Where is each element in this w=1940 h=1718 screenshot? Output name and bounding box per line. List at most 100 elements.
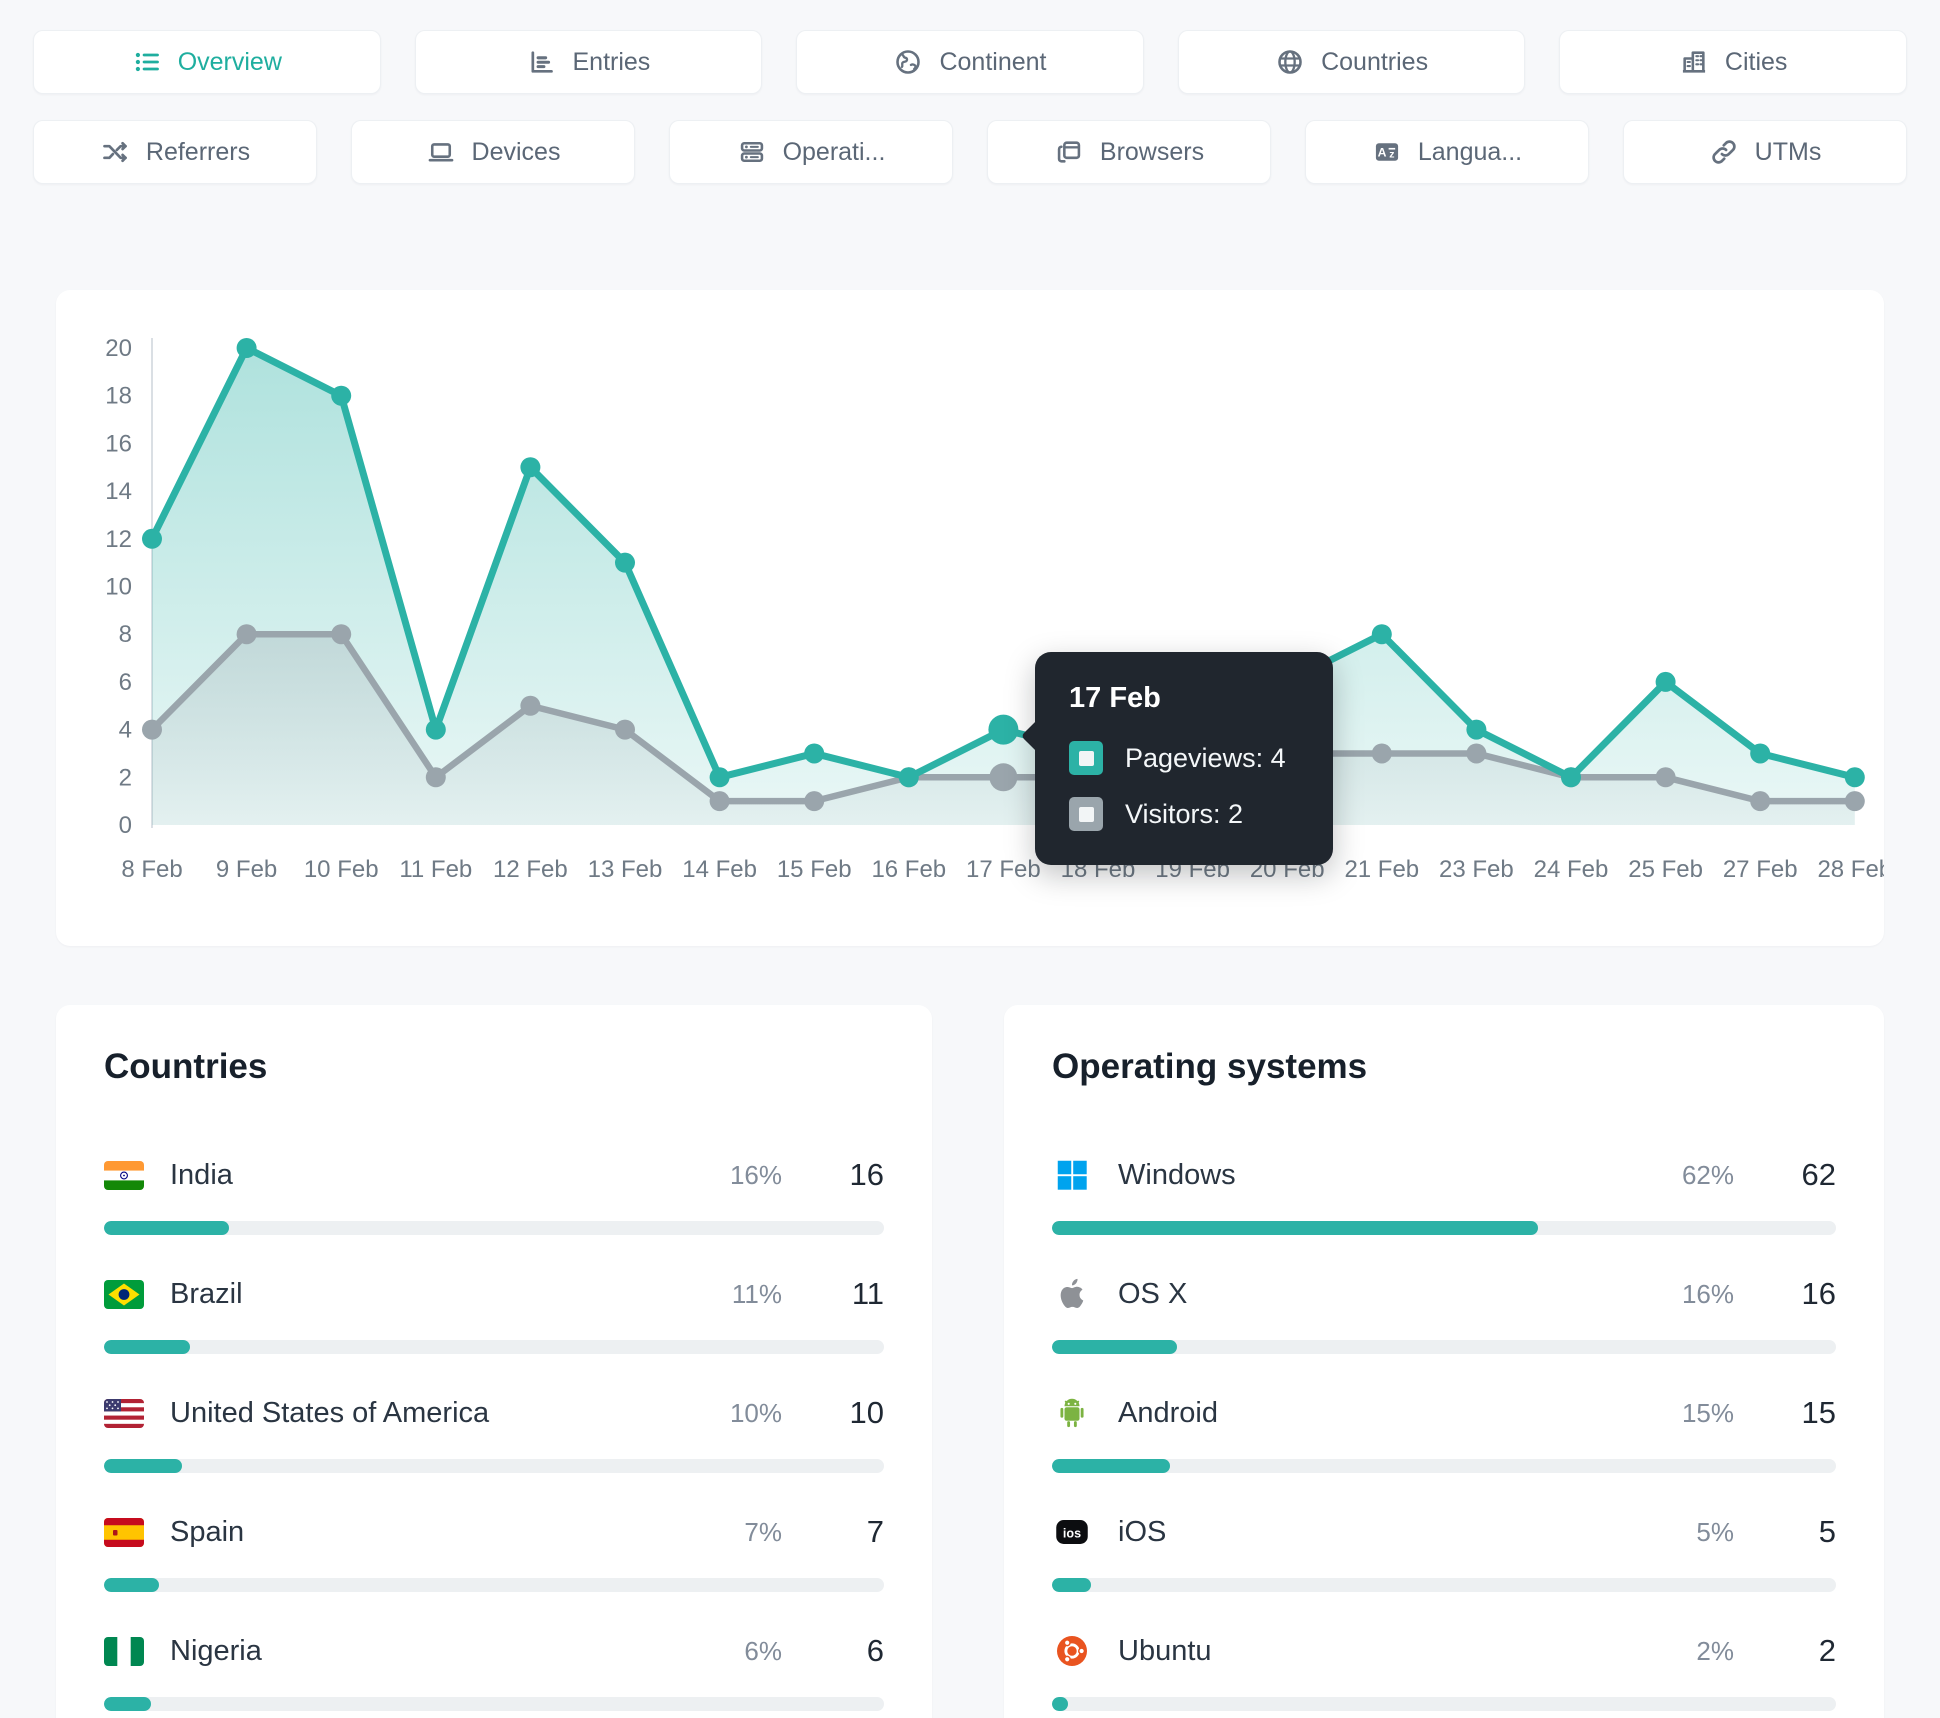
progress-fill (104, 1697, 151, 1711)
list-item[interactable]: Windows 62% 62 (1052, 1153, 1836, 1197)
tab-label: Cities (1724, 47, 1788, 76)
progress-track (104, 1459, 884, 1473)
list-item[interactable]: Nigeria 6% 6 (104, 1629, 884, 1673)
visitors-area (152, 634, 1855, 825)
svg-text:z: z (1389, 148, 1394, 160)
link-icon (1709, 137, 1739, 167)
list-item[interactable]: Brazil 11% 11 (104, 1272, 884, 1316)
list-item[interactable]: Android 15% 15 (1052, 1391, 1836, 1435)
list-item[interactable]: Spain 7% 7 (104, 1510, 884, 1554)
tab-referrers[interactable]: Referrers (33, 120, 317, 184)
tab-overview[interactable]: Overview (33, 30, 381, 94)
visitors-point (142, 719, 162, 740)
country-count: 16 (849, 1157, 884, 1192)
nigeria-flag-icon (104, 1636, 144, 1666)
os-percent: 62% (1681, 1159, 1734, 1190)
list-item[interactable]: Ubuntu 2% 2 (1052, 1629, 1836, 1673)
os-count: 62 (1801, 1157, 1836, 1192)
progress-fill (104, 1459, 182, 1473)
tab-countries[interactable]: Countries (1177, 30, 1526, 94)
country-row-usa: United States of America 10% 10 (104, 1391, 884, 1473)
india-flag-icon (104, 1160, 144, 1190)
visitors-point (331, 624, 352, 645)
tab-label: Browsers (1099, 137, 1205, 166)
tab-browsers[interactable]: Browsers (987, 120, 1271, 184)
progress-fill (104, 1221, 229, 1235)
tab-label: UTMs (1754, 137, 1822, 166)
country-row-spain: Spain 7% 7 (104, 1510, 884, 1592)
progress-track (1052, 1697, 1836, 1711)
pageviews-point (1750, 743, 1771, 764)
y-tick-label: 14 (105, 478, 132, 505)
progress-track (104, 1578, 884, 1592)
list-item[interactable]: United States of America 10% 10 (104, 1391, 884, 1435)
list-item[interactable]: ios iOS 5% 5 (1052, 1510, 1836, 1554)
windows-icon (1052, 1155, 1092, 1195)
os-row-ios: ios iOS 5% 5 (1052, 1510, 1836, 1592)
window-icon (1054, 137, 1084, 167)
x-tick-label: 25 Feb (1628, 856, 1703, 883)
country-name: Nigeria (170, 1634, 262, 1667)
x-tick-label: 17 Feb (966, 856, 1041, 883)
progress-fill (104, 1340, 190, 1354)
visitors-point (989, 763, 1018, 792)
tab-operating-systems[interactable]: Operati... (669, 120, 953, 184)
os-name: Ubuntu (1118, 1634, 1212, 1667)
os-row-android: Android 15% 15 (1052, 1391, 1836, 1473)
pageviews-point (1466, 719, 1487, 740)
chart-tooltip: 17 Feb Pageviews: 4 Visitors: 2 (1035, 652, 1333, 865)
tooltip-visitors-row: Visitors: 2 (1069, 797, 1299, 831)
visitors-point (709, 791, 730, 812)
y-tick-label: 10 (105, 574, 132, 601)
x-tick-label: 27 Feb (1723, 856, 1798, 883)
spain-flag-icon (104, 1517, 144, 1547)
tab-continent[interactable]: Continent (796, 30, 1144, 94)
country-row-brazil: Brazil 11% 11 (104, 1272, 884, 1354)
pageviews-point (520, 457, 541, 478)
pageviews-area (152, 348, 1855, 825)
tab-label: Devices (471, 137, 561, 166)
progress-fill (1052, 1459, 1170, 1473)
tab-cities[interactable]: Cities (1559, 30, 1907, 94)
brazil-flag-icon (104, 1279, 144, 1309)
tab-devices[interactable]: Devices (351, 120, 635, 184)
list-icon (132, 47, 162, 77)
country-percent: 7% (744, 1516, 782, 1547)
y-tick-label: 6 (119, 669, 132, 696)
x-tick-label: 9 Feb (216, 856, 277, 883)
traffic-line-chart[interactable]: 0 2 4 6 8 10 12 14 16 18 20 8 Feb 9 Feb 10 Feb 11 Feb 1… (56, 290, 1884, 940)
country-name: Spain (170, 1515, 245, 1548)
pageviews-point (1561, 767, 1581, 788)
ubuntu-icon (1052, 1631, 1092, 1671)
os-name: Windows (1118, 1158, 1236, 1191)
progress-fill (1052, 1697, 1068, 1711)
pageviews-swatch-icon (1069, 741, 1103, 775)
x-tick-label: 8 Feb (121, 856, 182, 883)
progress-track (104, 1697, 884, 1711)
progress-fill (1052, 1578, 1092, 1592)
svg-text:A: A (1378, 146, 1387, 160)
list-item[interactable]: India 16% 16 (104, 1153, 884, 1197)
country-row-nigeria: Nigeria 6% 6 (104, 1629, 884, 1711)
visitors-point (615, 719, 635, 740)
y-tick-label: 0 (119, 812, 132, 839)
tab-utms[interactable]: UTMs (1623, 120, 1907, 184)
os-name: OS X (1118, 1277, 1188, 1310)
list-item[interactable]: OS X 16% 16 (1052, 1272, 1836, 1316)
tab-label: Langua... (1417, 137, 1523, 166)
x-tick-label: 15 Feb (777, 856, 852, 883)
x-tick-label: 14 Feb (682, 856, 757, 883)
progress-fill (104, 1578, 159, 1592)
country-name: India (170, 1158, 233, 1191)
tab-entries[interactable]: Entries (414, 30, 763, 94)
progress-fill (1052, 1340, 1178, 1354)
os-count: 16 (1801, 1276, 1836, 1311)
x-tick-label: 24 Feb (1534, 856, 1609, 883)
tab-label: Entries (572, 47, 651, 76)
apple-icon (1052, 1274, 1092, 1314)
os-row-ubuntu: Ubuntu 2% 2 (1052, 1629, 1836, 1711)
pageviews-point (425, 719, 446, 740)
country-percent: 16% (729, 1159, 782, 1190)
